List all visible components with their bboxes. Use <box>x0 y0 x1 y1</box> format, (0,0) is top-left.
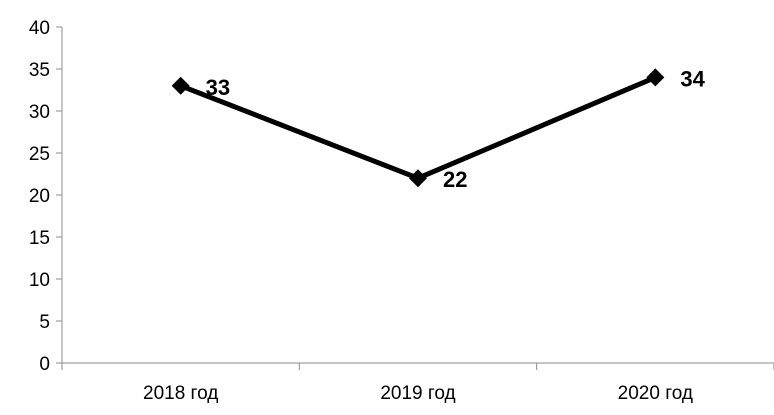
data-label: 34 <box>680 66 705 91</box>
y-tick-label: 30 <box>29 102 50 123</box>
data-labels: 33 22 34 <box>206 66 706 192</box>
series-line <box>179 75 657 181</box>
y-tick-label: 25 <box>29 144 50 165</box>
series <box>171 68 665 188</box>
y-tick-label: 10 <box>29 270 50 291</box>
data-label: 33 <box>206 75 230 100</box>
y-tick-label: 35 <box>29 60 50 81</box>
data-label: 22 <box>443 167 467 192</box>
tick-labels: 0 5 10 15 20 25 30 35 40 2018 год 2019 год 2020 год <box>29 18 693 404</box>
axes <box>56 26 774 370</box>
x-tick-label: 2019 год <box>380 383 455 404</box>
data-point-marker <box>409 169 427 188</box>
data-point-marker <box>171 76 190 95</box>
x-tick-label: 2018 год <box>143 383 218 404</box>
y-tick-label: 0 <box>39 354 50 375</box>
x-tick-label: 2020 год <box>618 383 693 404</box>
y-tick-label: 15 <box>29 228 50 249</box>
y-tick-label: 5 <box>39 312 50 333</box>
data-point-marker <box>646 68 665 87</box>
y-tick-label: 40 <box>29 18 50 39</box>
y-tick-label: 20 <box>29 186 50 207</box>
